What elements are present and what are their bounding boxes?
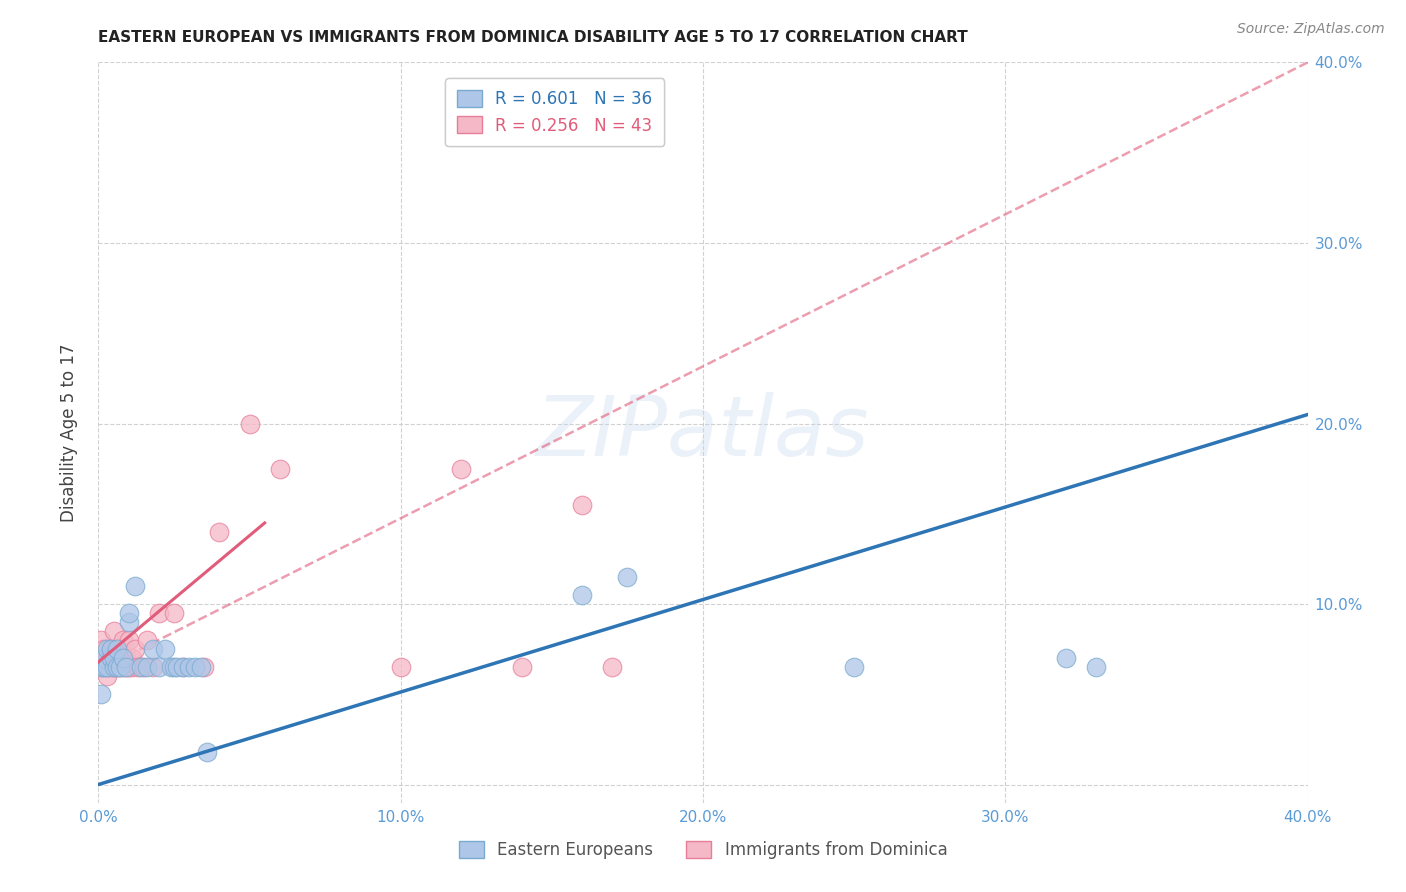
Point <box>389 660 412 674</box>
Point <box>124 579 146 593</box>
Point <box>103 651 125 665</box>
Y-axis label: Disability Age 5 to 17: Disability Age 5 to 17 <box>59 343 77 522</box>
Point <box>184 660 207 674</box>
Point <box>100 642 122 657</box>
Point <box>269 461 291 475</box>
Point <box>163 606 186 620</box>
Point <box>190 660 212 674</box>
Point <box>1085 660 1108 674</box>
Point <box>90 633 112 648</box>
Point <box>571 588 593 602</box>
Point <box>103 660 125 674</box>
Point <box>90 688 112 702</box>
Point <box>239 417 262 431</box>
Text: EASTERN EUROPEAN VS IMMIGRANTS FROM DOMINICA DISABILITY AGE 5 TO 17 CORRELATION : EASTERN EUROPEAN VS IMMIGRANTS FROM DOMI… <box>98 29 969 45</box>
Point <box>96 660 118 674</box>
Point <box>93 642 115 657</box>
Point <box>93 651 115 665</box>
Point <box>193 660 215 674</box>
Point <box>96 660 118 674</box>
Point <box>96 642 118 657</box>
Point <box>510 660 533 674</box>
Point <box>105 660 128 674</box>
Point <box>118 633 141 648</box>
Point <box>114 660 136 674</box>
Point <box>172 660 194 674</box>
Point <box>844 660 866 674</box>
Point <box>103 642 125 657</box>
Point <box>121 651 143 665</box>
Legend: R = 0.601   N = 36, R = 0.256   N = 43: R = 0.601 N = 36, R = 0.256 N = 43 <box>446 78 664 146</box>
Point <box>450 461 472 475</box>
Point <box>118 615 141 630</box>
Point <box>127 660 149 674</box>
Point <box>90 660 112 674</box>
Point <box>108 660 131 674</box>
Point <box>124 642 146 657</box>
Point <box>172 660 194 674</box>
Point <box>160 660 183 674</box>
Point <box>602 660 624 674</box>
Point <box>166 660 188 674</box>
Point <box>96 651 118 665</box>
Point <box>103 624 125 639</box>
Point <box>179 660 201 674</box>
Legend: Eastern Europeans, Immigrants from Dominica: Eastern Europeans, Immigrants from Domin… <box>451 834 955 866</box>
Point <box>208 524 231 539</box>
Point <box>93 651 115 665</box>
Point <box>142 642 165 657</box>
Text: ZIPatlas: ZIPatlas <box>536 392 870 473</box>
Point <box>135 660 157 674</box>
Point <box>103 660 125 674</box>
Point <box>105 642 128 657</box>
Point <box>100 642 122 657</box>
Point <box>93 660 115 674</box>
Point <box>135 633 157 648</box>
Point <box>195 745 218 759</box>
Point <box>571 498 593 512</box>
Point <box>118 606 141 620</box>
Point <box>142 660 165 674</box>
Point <box>111 633 134 648</box>
Point <box>108 660 131 674</box>
Point <box>148 660 170 674</box>
Point <box>90 651 112 665</box>
Point <box>132 660 155 674</box>
Point <box>153 642 176 657</box>
Point <box>111 660 134 674</box>
Point <box>100 651 122 665</box>
Point <box>96 669 118 683</box>
Point <box>148 606 170 620</box>
Text: Source: ZipAtlas.com: Source: ZipAtlas.com <box>1237 22 1385 37</box>
Point <box>121 660 143 674</box>
Point <box>118 660 141 674</box>
Point <box>105 642 128 657</box>
Point <box>616 570 638 584</box>
Point <box>1054 651 1077 665</box>
Point <box>129 660 152 674</box>
Point <box>90 660 112 674</box>
Point <box>114 660 136 674</box>
Point <box>100 660 122 674</box>
Point <box>93 660 115 674</box>
Point <box>105 660 128 674</box>
Point <box>111 651 134 665</box>
Point <box>163 660 186 674</box>
Point <box>108 651 131 665</box>
Point <box>114 651 136 665</box>
